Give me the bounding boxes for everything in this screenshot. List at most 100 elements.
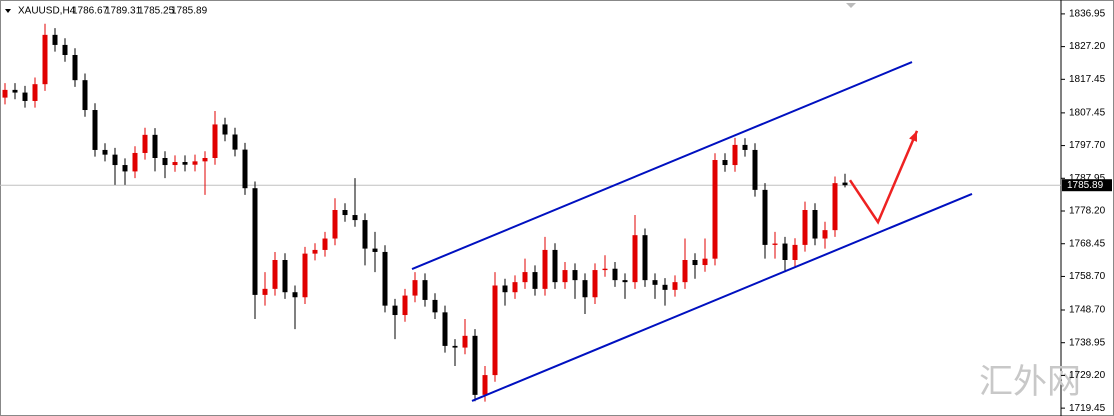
candle-body (392, 305, 398, 316)
candle-body (522, 272, 528, 283)
candle-body (612, 268, 618, 281)
candle-body (102, 149, 108, 155)
y-tick-label: 1738.95 (1069, 337, 1106, 348)
candle-body (42, 34, 48, 85)
candle-body (752, 149, 758, 190)
candle-body (202, 158, 208, 162)
symbol: XAUUSD,H4 (18, 6, 76, 17)
candle-body (572, 270, 578, 281)
candle-body (822, 230, 828, 239)
candle-body (452, 345, 458, 348)
candle-body (642, 235, 648, 281)
candle-body (32, 84, 38, 101)
candle-body (732, 144, 738, 166)
candle-body (482, 375, 488, 395)
shift-marker (846, 3, 856, 8)
candle-body (442, 312, 448, 346)
candle-body (692, 260, 698, 266)
candle-body (132, 152, 138, 172)
y-tick-label: 1748.70 (1069, 305, 1106, 316)
candle-body (12, 89, 18, 93)
candle-body (142, 134, 148, 153)
candle-body (192, 161, 198, 165)
candle-body (492, 285, 498, 376)
y-tick-label: 1768.45 (1069, 238, 1106, 249)
candle-body (412, 280, 418, 296)
candle-body (562, 270, 568, 283)
forecast-arrow (848, 130, 919, 225)
candle-body (582, 280, 588, 298)
candle-body (722, 160, 728, 166)
candle-body (262, 288, 268, 295)
candle-body (172, 162, 178, 166)
candle-body (312, 249, 318, 254)
candle-body (552, 249, 558, 283)
candle-body (342, 210, 348, 216)
candle-body (462, 335, 468, 348)
candle-body (252, 188, 258, 295)
candle-body (512, 282, 518, 293)
candle-body (92, 110, 98, 150)
candle-body (772, 243, 778, 245)
candle-body (432, 299, 438, 313)
y-tick-label: 1836.95 (1069, 9, 1106, 20)
candle-body (602, 268, 608, 271)
candle-body (672, 282, 678, 290)
candle-body (422, 280, 428, 300)
y-tick-label: 1797.70 (1069, 140, 1106, 151)
watermark: 汇外网 (979, 362, 1081, 402)
candle-body (62, 44, 68, 55)
candle-body (82, 80, 88, 111)
channel-line (471, 192, 973, 402)
menu-triangle[interactable] (5, 9, 11, 13)
y-tick-label: 1787.95 (1069, 173, 1106, 184)
y-tick-label: 1729.20 (1069, 370, 1106, 381)
candle-body (702, 258, 708, 266)
arrow-head (909, 130, 917, 142)
candle-body (592, 270, 598, 298)
current-price-label: 1785.89 (1067, 180, 1104, 191)
candle-body (122, 165, 128, 172)
candle-body (72, 54, 78, 81)
candle-body (622, 280, 628, 283)
candle-body (532, 272, 538, 289)
y-tick-label: 1778.20 (1069, 206, 1106, 217)
candle-body (382, 251, 388, 306)
candle-body (762, 189, 768, 245)
candle-body (232, 134, 238, 150)
candle-body (652, 280, 658, 285)
candle-body (332, 210, 338, 239)
candle-body (782, 243, 788, 260)
candle-body (2, 89, 8, 98)
candle-body (372, 248, 378, 252)
candle-body (352, 215, 358, 221)
y-tick-label: 1827.20 (1069, 41, 1106, 52)
candle-body (742, 144, 748, 150)
candle-body (292, 292, 298, 298)
candle-body (802, 210, 808, 245)
candle-body (812, 210, 818, 239)
channel-line (411, 61, 913, 270)
candle-body (152, 134, 158, 158)
candle-body (502, 285, 508, 293)
candle-body (472, 335, 478, 395)
candle-body (182, 162, 188, 165)
candle-body (222, 124, 228, 135)
candle-body (242, 149, 248, 189)
current-price-box (1062, 179, 1112, 192)
candle-body (22, 92, 28, 101)
candle-body (712, 160, 718, 259)
candle-body (662, 284, 668, 290)
candle-body (682, 260, 688, 283)
ohlc-value: 1785.25 (138, 6, 175, 17)
y-tick-label: 1817.45 (1069, 74, 1106, 85)
candle-body (162, 158, 168, 166)
y-tick-label: 1807.45 (1069, 108, 1106, 119)
candle-body (362, 220, 368, 249)
candle-body (842, 182, 848, 186)
ohlc-value: 1786.67 (72, 6, 109, 17)
candle-body (112, 154, 118, 166)
candle-body (542, 249, 548, 289)
candle-body (832, 183, 838, 231)
